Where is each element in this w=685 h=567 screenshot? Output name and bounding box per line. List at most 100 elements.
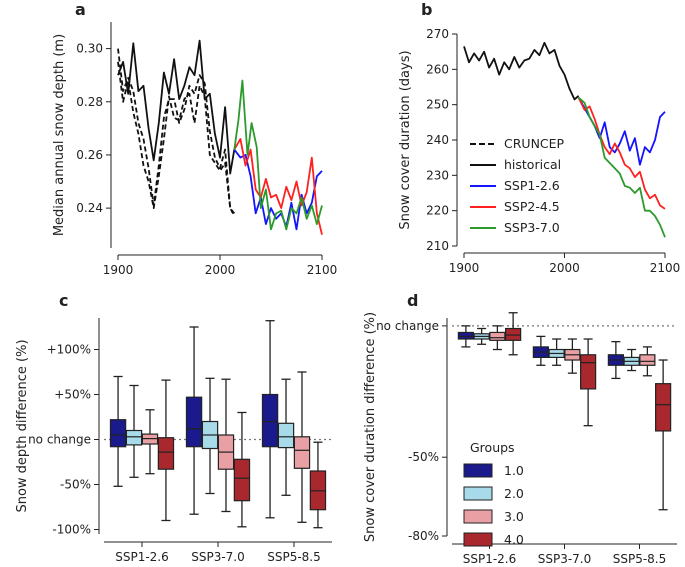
box-ssp3-7-0-group-2 (548, 338, 565, 366)
series-line-cruncep-2- (117, 61, 236, 214)
box-ssp1-2-6-group-2 (125, 384, 143, 478)
legend-label: 1.0 (504, 463, 524, 478)
series-line-ssp3-7-0 (233, 79, 323, 231)
series-line-ssp1-2-6 (233, 149, 323, 231)
legend-label: 3.0 (504, 509, 524, 524)
y-tick-label: -100% (52, 523, 91, 537)
panel-b: b 210 220 230 240 250 260 270 1900 2000 2100 Snow c… (398, 0, 680, 275)
x-tick-label: SSP3-7.0 (191, 550, 245, 563)
legend-swatch (463, 486, 493, 501)
x-tick-label: 1900 (103, 263, 134, 277)
legend-label: 4.0 (504, 532, 524, 547)
legend-label: 2.0 (504, 486, 524, 501)
box-ssp3-7-0-group-4 (233, 411, 251, 528)
box-iqr (233, 458, 251, 502)
box-ssp1-2-6-group-1 (109, 375, 127, 487)
y-tick-label: 270 (426, 27, 449, 41)
y-axis-label: Snow cover duration (days) (398, 50, 413, 229)
box-ssp1-2-6-group-1 (457, 325, 474, 348)
box-ssp1-2-6-group-3 (489, 325, 506, 351)
legend-label: historical (504, 157, 561, 172)
y-tick-label: 0.30 (76, 42, 103, 56)
legend-swatch (463, 463, 493, 478)
box-iqr (580, 354, 597, 390)
box-iqr (505, 327, 522, 341)
box-iqr (489, 331, 506, 341)
legend-swatch (463, 509, 493, 524)
x-tick-label: 2100 (650, 261, 681, 275)
series-line-ssp1-2-6 (577, 97, 666, 166)
y-tick-label: -50% (60, 478, 91, 492)
legend-label: SSP3-7.0 (504, 220, 560, 235)
box-iqr (157, 437, 175, 470)
panel-label: d (407, 291, 418, 310)
x-tick-label: 2000 (549, 261, 580, 275)
series-line-ssp2-4-5 (233, 138, 323, 235)
panel-label: b (421, 0, 432, 19)
y-tick-label: +50% (54, 388, 91, 402)
box-ssp3-7-0-group-1 (185, 326, 203, 515)
box-ssp5-8-5-group-1 (607, 340, 624, 380)
box-iqr (277, 422, 295, 449)
y-tick-label: 260 (426, 62, 449, 76)
series-line-historical (463, 41, 580, 101)
y-tick-label: no change (28, 433, 91, 447)
box-ssp1-2-6-group-3 (141, 409, 159, 475)
box-iqr (125, 429, 143, 446)
y-tick-label: no change (376, 319, 439, 333)
x-tick-label: SSP5-8.5 (613, 552, 667, 563)
x-tick-label: 2100 (307, 263, 338, 277)
y-tick-label: 240 (426, 133, 449, 147)
box-ssp5-8-5-group-3 (293, 371, 311, 523)
legend-swatch (463, 532, 493, 547)
box-ssp5-8-5-group-1 (261, 320, 279, 519)
legend-title: Groups (470, 440, 515, 455)
y-tick-label: 0.24 (76, 201, 103, 215)
y-axis-label: Snow depth difference (%) (15, 339, 30, 512)
box-iqr (655, 383, 672, 432)
panel-label: c (59, 291, 68, 310)
box-ssp1-2-6-group-4 (505, 312, 522, 356)
box-ssp3-7-0-group-2 (201, 377, 219, 495)
box-ssp1-2-6-group-4 (157, 379, 175, 522)
legend-label: SSP1-2.6 (504, 178, 560, 193)
panel-a: a 0.24 0.26 0.28 0.30 1900 2000 2100 Median annu… (52, 0, 337, 277)
panel-c: c -100% -50% no change +50% +100% Snow depth d… (15, 291, 332, 564)
legend-label: CRUNCEP (504, 136, 565, 151)
y-tick-label: 210 (426, 239, 449, 253)
y-tick-label: -80% (408, 529, 439, 543)
x-tick-label: SSP5-8.5 (267, 550, 321, 563)
box-ssp5-8-5-group-2 (623, 348, 640, 372)
y-tick-label: -50% (408, 450, 439, 464)
box-iqr (639, 354, 656, 366)
box-ssp3-7-0-group-4 (580, 338, 597, 427)
y-axis-label: Snow cover duration difference (%) (363, 312, 378, 542)
box-ssp5-8-5-group-4 (309, 441, 327, 529)
y-tick-label: +100% (47, 343, 91, 357)
box-ssp5-8-5-group-2 (277, 378, 295, 496)
box-iqr (261, 393, 279, 448)
x-tick-label: SSP1-2.6 (115, 550, 169, 563)
x-tick-label: SSP3-7.0 (538, 552, 592, 563)
panel-label: a (75, 0, 86, 19)
series-line-ssp3-7-0 (578, 96, 666, 238)
box-iqr (457, 331, 474, 340)
box-ssp1-2-6-group-2 (473, 327, 490, 345)
y-tick-label: 0.28 (76, 95, 103, 109)
x-tick-label: SSP1-2.6 (463, 552, 517, 563)
x-tick-label: 2000 (205, 263, 236, 277)
series-line-ssp2-4-5 (577, 97, 666, 210)
legend-label: SSP2-4.5 (504, 199, 560, 214)
series-line-historical (117, 39, 236, 175)
x-tick-label: 1900 (449, 261, 480, 275)
series-line-cruncep-1- (117, 48, 236, 217)
box-iqr (185, 396, 203, 448)
box-ssp3-7-0-group-1 (532, 335, 549, 366)
box-ssp3-7-0-group-3 (217, 378, 235, 513)
y-tick-label: 230 (426, 168, 449, 182)
box-iqr (109, 419, 127, 448)
y-tick-label: 250 (426, 98, 449, 112)
box-ssp5-8-5-group-3 (639, 346, 656, 377)
